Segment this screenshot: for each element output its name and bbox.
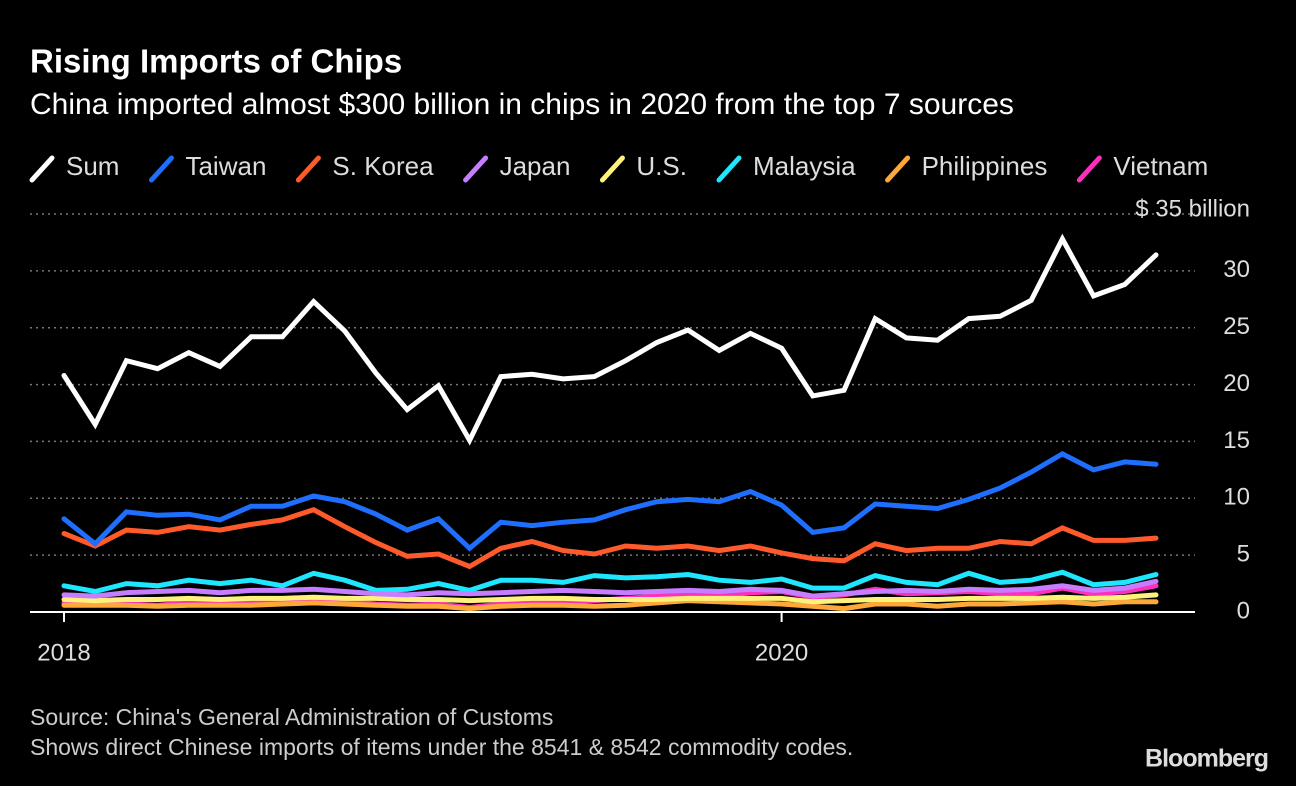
y-tick-label: 30 [1223, 256, 1250, 283]
y-tick-label: 15 [1223, 427, 1250, 454]
legend-label: Sum [66, 151, 119, 181]
y-tick-label: 20 [1223, 370, 1250, 397]
series-line [61, 569, 1159, 595]
y-tick-label: $ 35 billion [1135, 195, 1250, 222]
legend-swatch [463, 155, 489, 183]
legend-label: Philippines [922, 151, 1048, 181]
series-line [61, 451, 1159, 552]
legend-swatch [885, 155, 911, 183]
footnote: Shows direct Chinese imports of items un… [30, 734, 853, 760]
legend-swatch [716, 155, 742, 183]
legend-swatch [599, 155, 625, 183]
legend-label: Malaysia [753, 151, 856, 181]
series-line [61, 233, 1159, 446]
chart-title: Rising Imports of Chips [30, 43, 402, 80]
legend-swatch [148, 155, 174, 183]
legend-label: U.S. [636, 151, 687, 181]
chart-subtitle: China imported almost $300 billion in ch… [30, 88, 1014, 121]
series-line [61, 592, 1159, 605]
legend-label: Vietnam [1113, 151, 1208, 181]
y-tick-label: 0 [1237, 597, 1250, 624]
y-tick-label: 5 [1237, 540, 1250, 567]
y-tick-label: 25 [1223, 313, 1250, 340]
legend-label: S. Korea [332, 151, 434, 181]
series-line [61, 598, 1159, 612]
series-line [61, 506, 1159, 570]
legend-label: Japan [500, 151, 571, 181]
y-tick-label: 10 [1223, 484, 1250, 511]
brand-logo: Bloomberg [1145, 745, 1268, 773]
legend-swatch [1076, 155, 1102, 183]
series-line [61, 578, 1159, 599]
legend-swatch [29, 155, 55, 183]
x-tick-label: 2018 [37, 639, 90, 666]
legend-swatch [295, 155, 321, 183]
x-tick-label: 2020 [755, 639, 808, 666]
legend-label: Taiwan [185, 151, 266, 181]
source-note: Source: China's General Administration o… [30, 704, 553, 730]
